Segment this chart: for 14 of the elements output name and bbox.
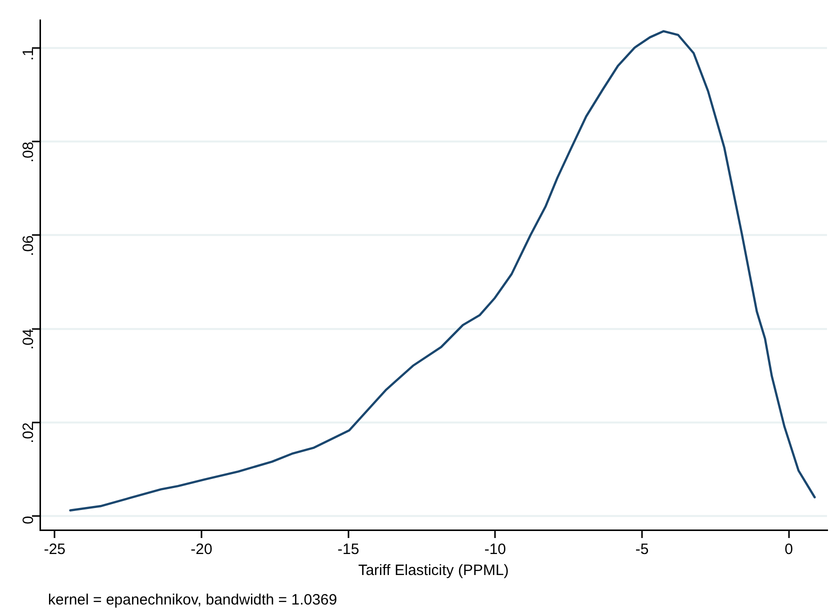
y-tick-label: .02 [20, 422, 38, 444]
x-tick-label: 0 [784, 541, 793, 558]
y-tick-label: .08 [20, 142, 38, 163]
y-tick-label: .1 [20, 48, 38, 61]
x-tick-label: -25 [44, 541, 66, 558]
x-tick-label: -15 [337, 541, 360, 558]
x-tick-label: -10 [484, 541, 506, 558]
y-tick-label: .04 [20, 328, 38, 350]
y-tick-label: 0 [20, 516, 38, 524]
x-axis-title: Tariff Elasticity (PPML) [358, 562, 509, 580]
x-tick-label: -5 [635, 541, 649, 558]
x-tick-label: -20 [190, 541, 212, 558]
y-tick-label: .06 [20, 235, 38, 256]
text: kernel = epanechnikov, bandwidth = 1.0369 [48, 592, 338, 609]
